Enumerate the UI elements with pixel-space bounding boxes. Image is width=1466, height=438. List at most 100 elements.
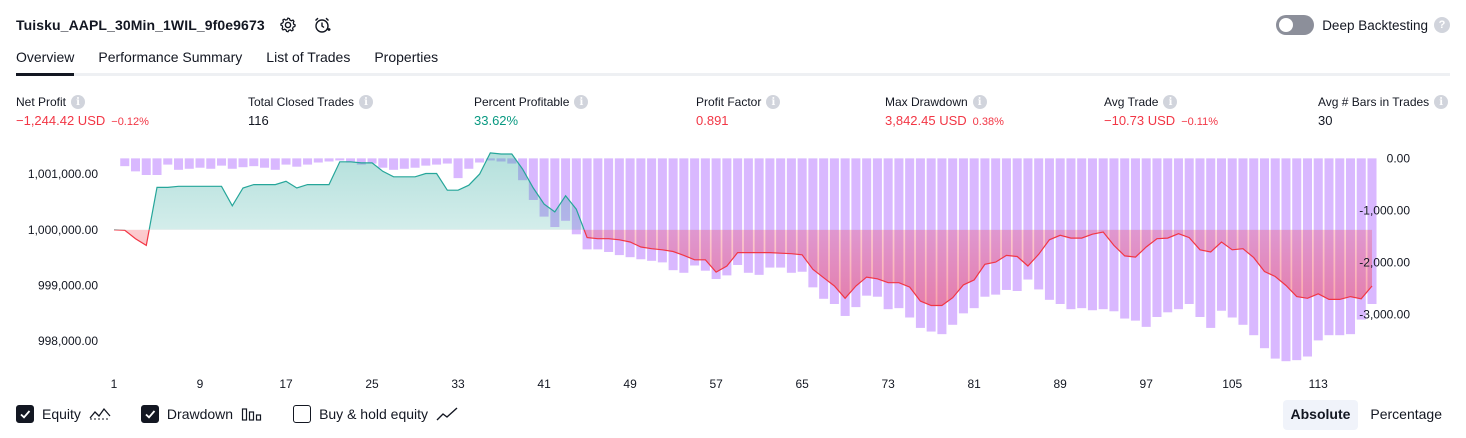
metrics-row: Net Profit i −1,244.42 USD −0.12% Total Cl… xyxy=(16,94,1450,130)
metric-label: Profit Factor xyxy=(696,95,762,109)
drawdown-bar xyxy=(432,158,442,165)
x-tick-label: 49 xyxy=(623,377,637,391)
info-icon[interactable]: i xyxy=(71,95,86,109)
drawdown-bar xyxy=(421,158,431,166)
drawdown-bar xyxy=(862,158,872,296)
drawdown-bar xyxy=(1044,158,1054,300)
x-axis: 1 9 17 25 33 41 49 57 65 73 81 89 97 105 113 xyxy=(111,377,1328,391)
drawdown-bar xyxy=(647,158,657,261)
percentage-button[interactable]: Percentage xyxy=(1370,406,1442,422)
legend-drawdown[interactable]: Drawdown xyxy=(140,405,263,423)
drawdown-bar xyxy=(550,158,560,228)
deep-backtesting-toggle[interactable] xyxy=(1276,15,1315,35)
tab-overview[interactable]: Overview xyxy=(16,44,75,76)
info-icon[interactable]: i xyxy=(359,95,374,109)
drawdown-bar xyxy=(1023,158,1033,280)
drawdown-bars-icon xyxy=(241,406,263,422)
drawdown-bar xyxy=(593,158,603,250)
x-tick-label: 57 xyxy=(709,377,723,391)
x-tick-label: 113 xyxy=(1309,377,1328,391)
value-mode-toggle: Absolute Percentage xyxy=(1279,400,1451,430)
x-tick-label: 97 xyxy=(1140,377,1154,391)
metric-value: 0.891 xyxy=(696,113,729,128)
drawdown-bar xyxy=(410,158,420,168)
info-icon[interactable]: i xyxy=(1163,95,1178,109)
x-tick-label: 41 xyxy=(537,377,551,391)
right-tick-label: 0.00 xyxy=(1387,151,1411,165)
metric-value: 30 xyxy=(1318,113,1333,128)
drawdown-bar xyxy=(700,158,710,271)
drawdown-bar xyxy=(539,158,549,217)
drawdown-bar xyxy=(1012,158,1022,291)
drawdown-bar xyxy=(561,158,571,221)
metric-total-closed-trades: Total Closed Trades i 116 xyxy=(248,94,374,128)
drawdown-bar xyxy=(163,158,173,165)
equity-drawdown-chart[interactable]: 1,001,000.00 1,000,000.00 999,000.00 998,00… xyxy=(0,140,1466,396)
equity-checkbox[interactable] xyxy=(16,405,34,423)
tab-properties[interactable]: Properties xyxy=(374,49,439,65)
legend-buy-hold-equity[interactable]: Buy & hold equity xyxy=(293,405,458,423)
equity-line-icon xyxy=(89,406,111,422)
drawdown-bar xyxy=(786,158,796,273)
right-tick-label: -3,000.00 xyxy=(1359,307,1410,321)
drawdown-bar xyxy=(668,158,678,271)
equity-series xyxy=(113,152,1373,307)
drawdown-bar xyxy=(808,158,818,288)
drawdown-bar xyxy=(872,158,882,297)
metric-avg-bars-in-trades: Avg # Bars in Trades i 30 xyxy=(1318,94,1449,128)
drawdown-bar xyxy=(217,158,227,166)
legend-label: Equity xyxy=(42,406,81,422)
help-icon[interactable]: ? xyxy=(1434,17,1450,33)
legend-label: Buy & hold equity xyxy=(319,406,429,422)
info-icon[interactable]: i xyxy=(766,95,781,109)
drawdown-bar xyxy=(980,158,990,297)
info-icon[interactable]: i xyxy=(972,95,987,109)
legend-equity[interactable]: Equity xyxy=(16,405,111,423)
right-tick-label: -1,000.00 xyxy=(1359,203,1410,217)
drawdown-bar xyxy=(184,158,194,169)
drawdown-checkbox[interactable] xyxy=(140,405,159,423)
absolute-button[interactable]: Absolute xyxy=(1282,400,1359,430)
drawdown-bar xyxy=(1001,158,1011,290)
metric-profit-factor: Profit Factor i 0.891 xyxy=(696,94,781,128)
drawdown-bar xyxy=(743,158,753,273)
drawdown-bar xyxy=(711,158,721,280)
drawdown-bar xyxy=(636,158,646,260)
left-tick-label: 998,000.00 xyxy=(38,334,98,348)
metric-percent-profitable: Percent Profitable i 33.62% xyxy=(474,94,589,128)
metric-label: Avg # Bars in Trades xyxy=(1318,95,1430,109)
drawdown-bar xyxy=(453,158,463,179)
left-tick-label: 999,000.00 xyxy=(38,278,98,292)
drawdown-bar xyxy=(313,158,323,163)
drawdown-bar xyxy=(657,158,667,263)
x-tick-label: 33 xyxy=(451,377,465,391)
drawdown-bar xyxy=(152,158,162,176)
drawdown-bar xyxy=(238,158,248,168)
drawdown-bar xyxy=(528,158,538,200)
drawdown-bar xyxy=(754,158,764,275)
drawdown-bar xyxy=(1034,158,1044,290)
deep-backtesting-label: Deep Backtesting xyxy=(1322,17,1428,33)
x-tick-label: 1 xyxy=(111,377,118,391)
info-icon[interactable]: i xyxy=(1434,95,1449,109)
metric-label: Avg Trade xyxy=(1104,95,1159,109)
drawdown-bar xyxy=(614,158,624,256)
drawdown-bar xyxy=(356,158,366,165)
chart-legend: Equity Drawdown Buy & hold equity xyxy=(16,402,488,426)
tab-list-of-trades[interactable]: List of Trades xyxy=(266,49,351,65)
drawdown-bar xyxy=(776,158,786,268)
alert-clock-icon[interactable] xyxy=(311,14,333,36)
drawdown-bar xyxy=(130,158,141,172)
buy-hold-line-icon xyxy=(436,406,458,422)
x-tick-label: 73 xyxy=(881,377,895,391)
right-axis: 0.00 -1,000.00 -2,000.00 -3,000.00 xyxy=(1359,151,1410,321)
buy-hold-checkbox[interactable] xyxy=(293,405,312,423)
metric-percent: −0.12% xyxy=(111,116,149,128)
drawdown-bar xyxy=(249,158,259,167)
left-tick-label: 1,001,000.00 xyxy=(28,167,98,181)
report-tabs: Overview Performance Summary List of Tra… xyxy=(16,44,1450,76)
right-tick-label: -2,000.00 xyxy=(1359,255,1410,269)
gear-icon[interactable] xyxy=(277,14,299,36)
tab-performance-summary[interactable]: Performance Summary xyxy=(98,49,243,65)
info-icon[interactable]: i xyxy=(574,95,589,109)
